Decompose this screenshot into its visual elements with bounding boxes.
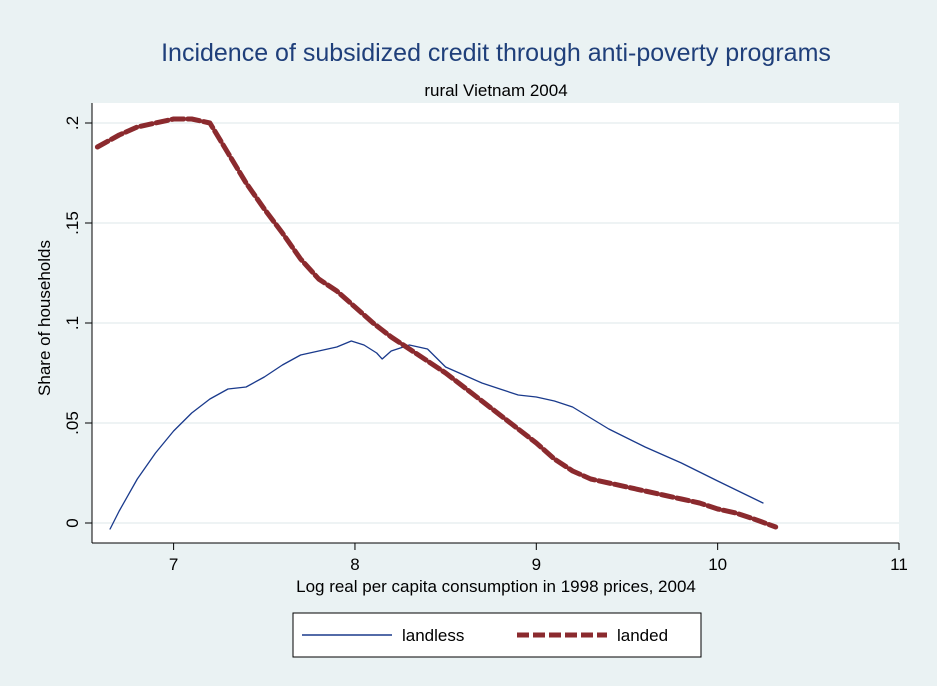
y-tick-label-4: .2 (63, 116, 82, 130)
series-line-landed (94, 116, 779, 530)
x-tick-label-4: 11 (890, 555, 908, 574)
x-tick-label-1: 8 (350, 555, 359, 574)
series-layer (94, 116, 779, 530)
legend-label-landed: landed (617, 626, 668, 645)
gridlines (92, 122, 899, 524)
y-tick-label-2: .1 (63, 316, 82, 330)
legend-label-landless: landless (402, 626, 464, 645)
y-tick-label-0: 0 (63, 518, 82, 527)
x-tick-label-2: 9 (532, 555, 541, 574)
x-axis-label: Log real per capita consumption in 1998 … (296, 577, 696, 596)
y-tick-label-3: .15 (63, 211, 82, 235)
y-axis-label: Share of households (35, 240, 54, 396)
chart-title: Incidence of subsidized credit through a… (161, 39, 831, 67)
legend: landless landed (292, 612, 702, 658)
x-tick-label-3: 10 (708, 555, 727, 574)
x-tick-label-0: 7 (169, 555, 178, 574)
chart-subtitle: rural Vietnam 2004 (424, 81, 567, 100)
axes: 0 .05 .1 .15 .2 7 8 9 10 11 (63, 103, 908, 574)
series-line-landless (109, 340, 764, 530)
y-tick-label-1: .05 (63, 411, 82, 435)
